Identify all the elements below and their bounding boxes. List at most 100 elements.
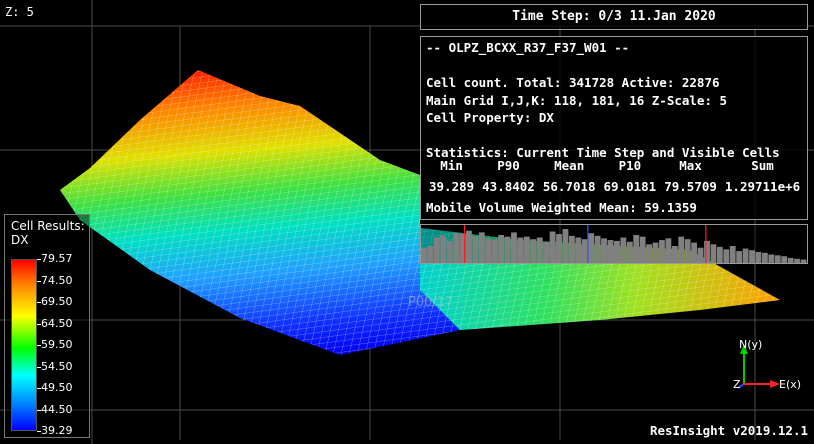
legend-title: Cell Results: DX xyxy=(11,219,85,247)
histogram-bar xyxy=(427,246,434,263)
histogram-bar xyxy=(607,240,614,263)
legend-tick-label: 59.50 xyxy=(41,338,73,351)
cell-property: Cell Property: DX xyxy=(426,110,554,125)
histogram-bar xyxy=(633,234,640,263)
histogram-bar xyxy=(729,246,736,263)
histogram-bar xyxy=(601,238,607,263)
histogram-bar xyxy=(588,233,595,263)
legend-tick-label: 79.57 xyxy=(41,252,73,265)
histogram-bar xyxy=(556,234,562,263)
axis-cross xyxy=(737,344,780,389)
histogram-bar xyxy=(498,234,505,263)
legend-title-line2: DX xyxy=(11,233,29,247)
histogram-bar xyxy=(716,246,723,263)
histogram-bar xyxy=(794,258,800,263)
legend-tick-label: 39.29 xyxy=(41,424,73,437)
histogram-bar xyxy=(691,242,698,263)
spacer xyxy=(426,127,802,145)
legend-tick-mark xyxy=(37,431,41,432)
stats-title: Statistics: Current Time Step and Visibl… xyxy=(426,145,780,160)
histogram-bar xyxy=(530,239,537,263)
histogram-bar xyxy=(594,235,601,263)
legend-tick-mark xyxy=(37,366,41,368)
histogram-bar xyxy=(781,256,788,263)
stats-header-row: Min P90 Mean P10 Max Sum xyxy=(425,155,804,176)
legend-tick-mark xyxy=(37,345,41,346)
stats-value-mean: 56.7018 xyxy=(542,179,596,194)
color-legend[interactable]: Cell Results: DX 79.57 74.50 69.50 64.50 59.… xyxy=(4,214,90,438)
histogram-bar xyxy=(800,259,807,263)
legend-title-line1: Cell Results: xyxy=(11,219,85,233)
stats-value-p90: 43.8402 xyxy=(482,179,535,194)
axis-north-label: N(y) xyxy=(739,338,763,351)
histogram-panel xyxy=(420,224,808,264)
stats-value-p10: 69.0181 xyxy=(603,179,657,194)
stats-header-p90: P90 xyxy=(497,158,520,173)
histogram-bar xyxy=(678,236,685,263)
histogram-bar xyxy=(665,238,672,263)
histogram-bar xyxy=(466,230,472,263)
histogram-bar xyxy=(652,242,659,263)
main-grid: Main Grid I,J,K: 118, 181, 16 Z-Scale: 5 xyxy=(426,92,728,108)
histogram-bar xyxy=(774,255,781,263)
legend-tick-mark xyxy=(37,388,41,389)
histogram-bar xyxy=(626,241,633,263)
stats-value-min: 39.289 xyxy=(429,179,475,194)
case-name: -- OLPZ_BCXX_R37_F37_W01 -- xyxy=(426,40,630,55)
stats-value-row: 39.289 43.8402 56.7018 69.0181 79.5709 1… xyxy=(425,176,804,197)
legend-color-bar xyxy=(11,259,37,431)
legend-tick-mark xyxy=(37,259,41,260)
histogram-bar xyxy=(749,250,755,263)
histogram-bar xyxy=(761,252,768,263)
z-scale-label: Z: 5 xyxy=(5,5,34,19)
stats-value-max: 79.5709 xyxy=(664,179,717,194)
histogram-bar xyxy=(511,232,517,263)
histogram-bar xyxy=(736,251,743,263)
histogram-bar xyxy=(536,237,543,263)
stats-header-mean: Mean xyxy=(554,158,585,173)
histogram-bar xyxy=(614,240,620,263)
histogram-bar xyxy=(575,237,582,263)
mobile-volume-mean: Mobile Volume Weighted Mean: 59.1359 xyxy=(426,200,697,215)
histogram-bar xyxy=(491,240,498,263)
histogram-bar xyxy=(768,254,775,263)
histogram-bar xyxy=(646,244,652,263)
histogram-chart xyxy=(421,225,807,263)
axis-z-label: Z xyxy=(733,378,741,391)
stats-table: Min P90 Mean P10 Max Sum 39.289 43.8402 … xyxy=(425,155,804,197)
cell-count: Cell count. Total: 341728 Active: 22876 xyxy=(426,75,720,90)
histogram-bar xyxy=(755,251,762,263)
histogram-bar xyxy=(440,235,447,263)
histogram-bar xyxy=(620,237,627,263)
spacer xyxy=(426,57,802,75)
histogram-bar xyxy=(639,236,646,263)
histogram-bar xyxy=(581,239,588,263)
histogram-bar xyxy=(517,237,524,263)
time-step-box: Time Step: 0/3 11.Jan 2020 xyxy=(420,4,808,30)
histogram-bar xyxy=(671,246,678,263)
histogram-bar xyxy=(659,240,665,263)
histogram-bar xyxy=(523,236,530,263)
histogram-bar xyxy=(421,247,427,263)
histogram-bar xyxy=(697,247,704,263)
legend-tick-label: 74.50 xyxy=(41,273,73,287)
legend-tick-label: 54.50 xyxy=(41,359,73,373)
histogram-bar xyxy=(742,248,749,263)
histogram-bar xyxy=(704,240,710,263)
histogram-bar xyxy=(472,236,479,263)
legend-tick-label: 64.50 xyxy=(41,316,73,330)
histogram-bar xyxy=(485,238,492,263)
histogram-bar xyxy=(549,231,556,263)
legend-tick-mark xyxy=(37,302,41,303)
histogram-bar xyxy=(723,249,730,263)
stats-header-p10: P10 xyxy=(618,158,642,173)
stats-header-max: Max xyxy=(679,158,702,173)
legend-tick-label: 69.50 xyxy=(41,295,73,308)
histogram-bar xyxy=(446,240,453,263)
legend-tick-mark xyxy=(37,409,41,411)
histogram-bar xyxy=(684,239,691,263)
histogram-bar xyxy=(543,241,550,263)
stats-header-min: Min xyxy=(440,158,463,173)
histogram-bar xyxy=(453,233,459,263)
histogram-bar xyxy=(433,237,440,263)
